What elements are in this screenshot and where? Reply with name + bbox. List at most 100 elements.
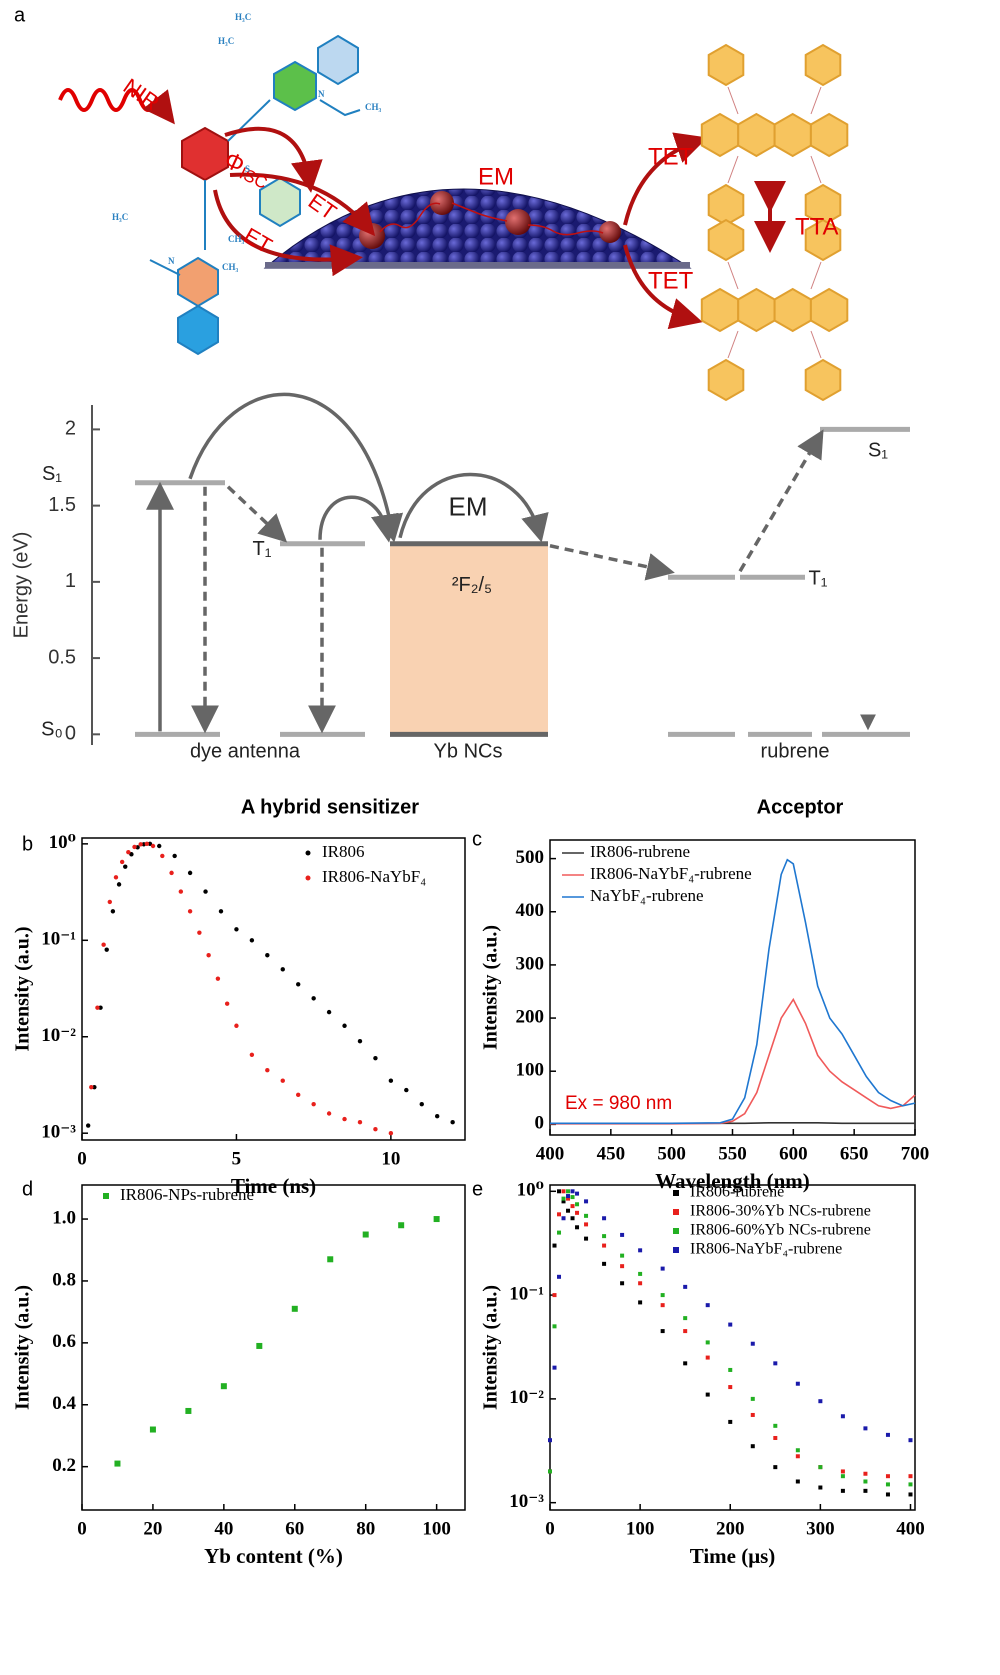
- em-label: EM: [478, 163, 514, 190]
- point: [327, 1256, 334, 1263]
- x-tick-label: 100: [422, 1518, 451, 1539]
- point: [187, 870, 193, 876]
- point: [570, 1189, 575, 1194]
- point: [224, 1001, 230, 1006]
- point: [326, 1009, 332, 1015]
- chem-label: CH₃: [365, 102, 382, 112]
- em-arrow: [398, 472, 549, 543]
- process-arrows: [213, 126, 786, 330]
- legend-swatch: [305, 875, 311, 881]
- point: [98, 1005, 103, 1010]
- ring: [809, 112, 849, 158]
- point: [602, 1216, 607, 1221]
- et-arrow: [318, 495, 399, 543]
- level-label: S₀: [41, 719, 63, 741]
- level-label: T₁: [253, 538, 272, 560]
- point: [388, 1130, 394, 1136]
- point: [705, 1392, 710, 1397]
- chem-label: N: [168, 256, 175, 266]
- y-tick-label: 10⁻²: [509, 1387, 544, 1408]
- point: [566, 1208, 571, 1213]
- y-tick-label: 0.2: [52, 1455, 76, 1476]
- point: [728, 1419, 733, 1424]
- x-tick-label: 100: [626, 1518, 655, 1539]
- point: [215, 976, 221, 981]
- legend-label: IR806-NaYbF₄: [322, 867, 426, 886]
- point: [149, 1426, 156, 1433]
- point: [206, 953, 211, 958]
- legend-label: IR806-rubrene: [690, 1184, 784, 1201]
- point: [114, 1460, 121, 1467]
- point: [728, 1367, 733, 1372]
- y-tick-label: 2: [65, 418, 76, 440]
- legend-label: NaYbF₄-rubrene: [590, 886, 704, 905]
- point: [795, 1454, 800, 1459]
- point: [683, 1329, 688, 1334]
- bond: [727, 261, 739, 290]
- point: [104, 947, 109, 952]
- point: [566, 1196, 571, 1201]
- point: [620, 1253, 625, 1258]
- bond: [810, 155, 822, 184]
- point: [373, 1055, 378, 1061]
- ring: [773, 112, 812, 158]
- point: [220, 1383, 227, 1390]
- bond: [810, 261, 822, 290]
- tta-arrow: [738, 429, 824, 573]
- y-tick-label: 10⁰: [49, 832, 76, 853]
- point: [728, 1385, 733, 1390]
- point: [885, 1492, 890, 1497]
- point: [404, 1087, 409, 1093]
- level-label: S₁: [42, 463, 62, 485]
- x-tick-label: 400: [536, 1143, 565, 1164]
- point: [185, 1407, 192, 1414]
- panel-title: A hybrid sensitizer: [241, 796, 419, 818]
- x-tick-label: 300: [806, 1518, 835, 1539]
- point: [620, 1264, 625, 1269]
- point: [584, 1236, 589, 1241]
- point: [357, 1038, 363, 1044]
- point: [620, 1281, 625, 1286]
- legend-label: IR806-30%Yb NCs-rubrene: [690, 1203, 871, 1220]
- point: [197, 930, 202, 935]
- bond: [727, 330, 739, 359]
- point: [552, 1293, 557, 1298]
- point: [575, 1210, 580, 1215]
- point: [311, 996, 316, 1001]
- point: [357, 1120, 363, 1125]
- bond: [727, 155, 739, 184]
- x-tick-label: 700: [901, 1143, 930, 1164]
- point: [119, 859, 125, 865]
- point: [107, 899, 112, 905]
- point: [256, 1342, 263, 1349]
- ring: [707, 43, 745, 87]
- group-label: rubrene: [761, 740, 830, 762]
- group-label: Yb NCs: [434, 740, 503, 762]
- point: [908, 1482, 913, 1487]
- point: [123, 864, 128, 869]
- point: [150, 843, 156, 849]
- point: [342, 1116, 347, 1122]
- x-tick-label: 450: [597, 1143, 626, 1164]
- y-tick-label: 400: [516, 900, 545, 921]
- point: [773, 1465, 778, 1470]
- point: [561, 1199, 566, 1204]
- y-tick-label: 0.6: [52, 1331, 76, 1352]
- x-tick-label: 80: [356, 1518, 375, 1539]
- yb-band: [390, 543, 548, 735]
- point: [92, 1084, 97, 1090]
- point: [705, 1355, 710, 1360]
- x-tick-label: 10: [381, 1148, 400, 1169]
- point: [683, 1316, 688, 1321]
- point: [552, 1324, 557, 1329]
- point: [280, 1078, 285, 1083]
- point: [773, 1423, 778, 1428]
- point: [561, 1216, 566, 1221]
- legend-swatch: [673, 1190, 679, 1196]
- point: [638, 1271, 643, 1276]
- panel-label: e: [472, 1178, 483, 1200]
- point: [291, 1305, 298, 1312]
- legend-swatch: [103, 1193, 109, 1199]
- point: [557, 1212, 562, 1217]
- ring: [809, 287, 849, 333]
